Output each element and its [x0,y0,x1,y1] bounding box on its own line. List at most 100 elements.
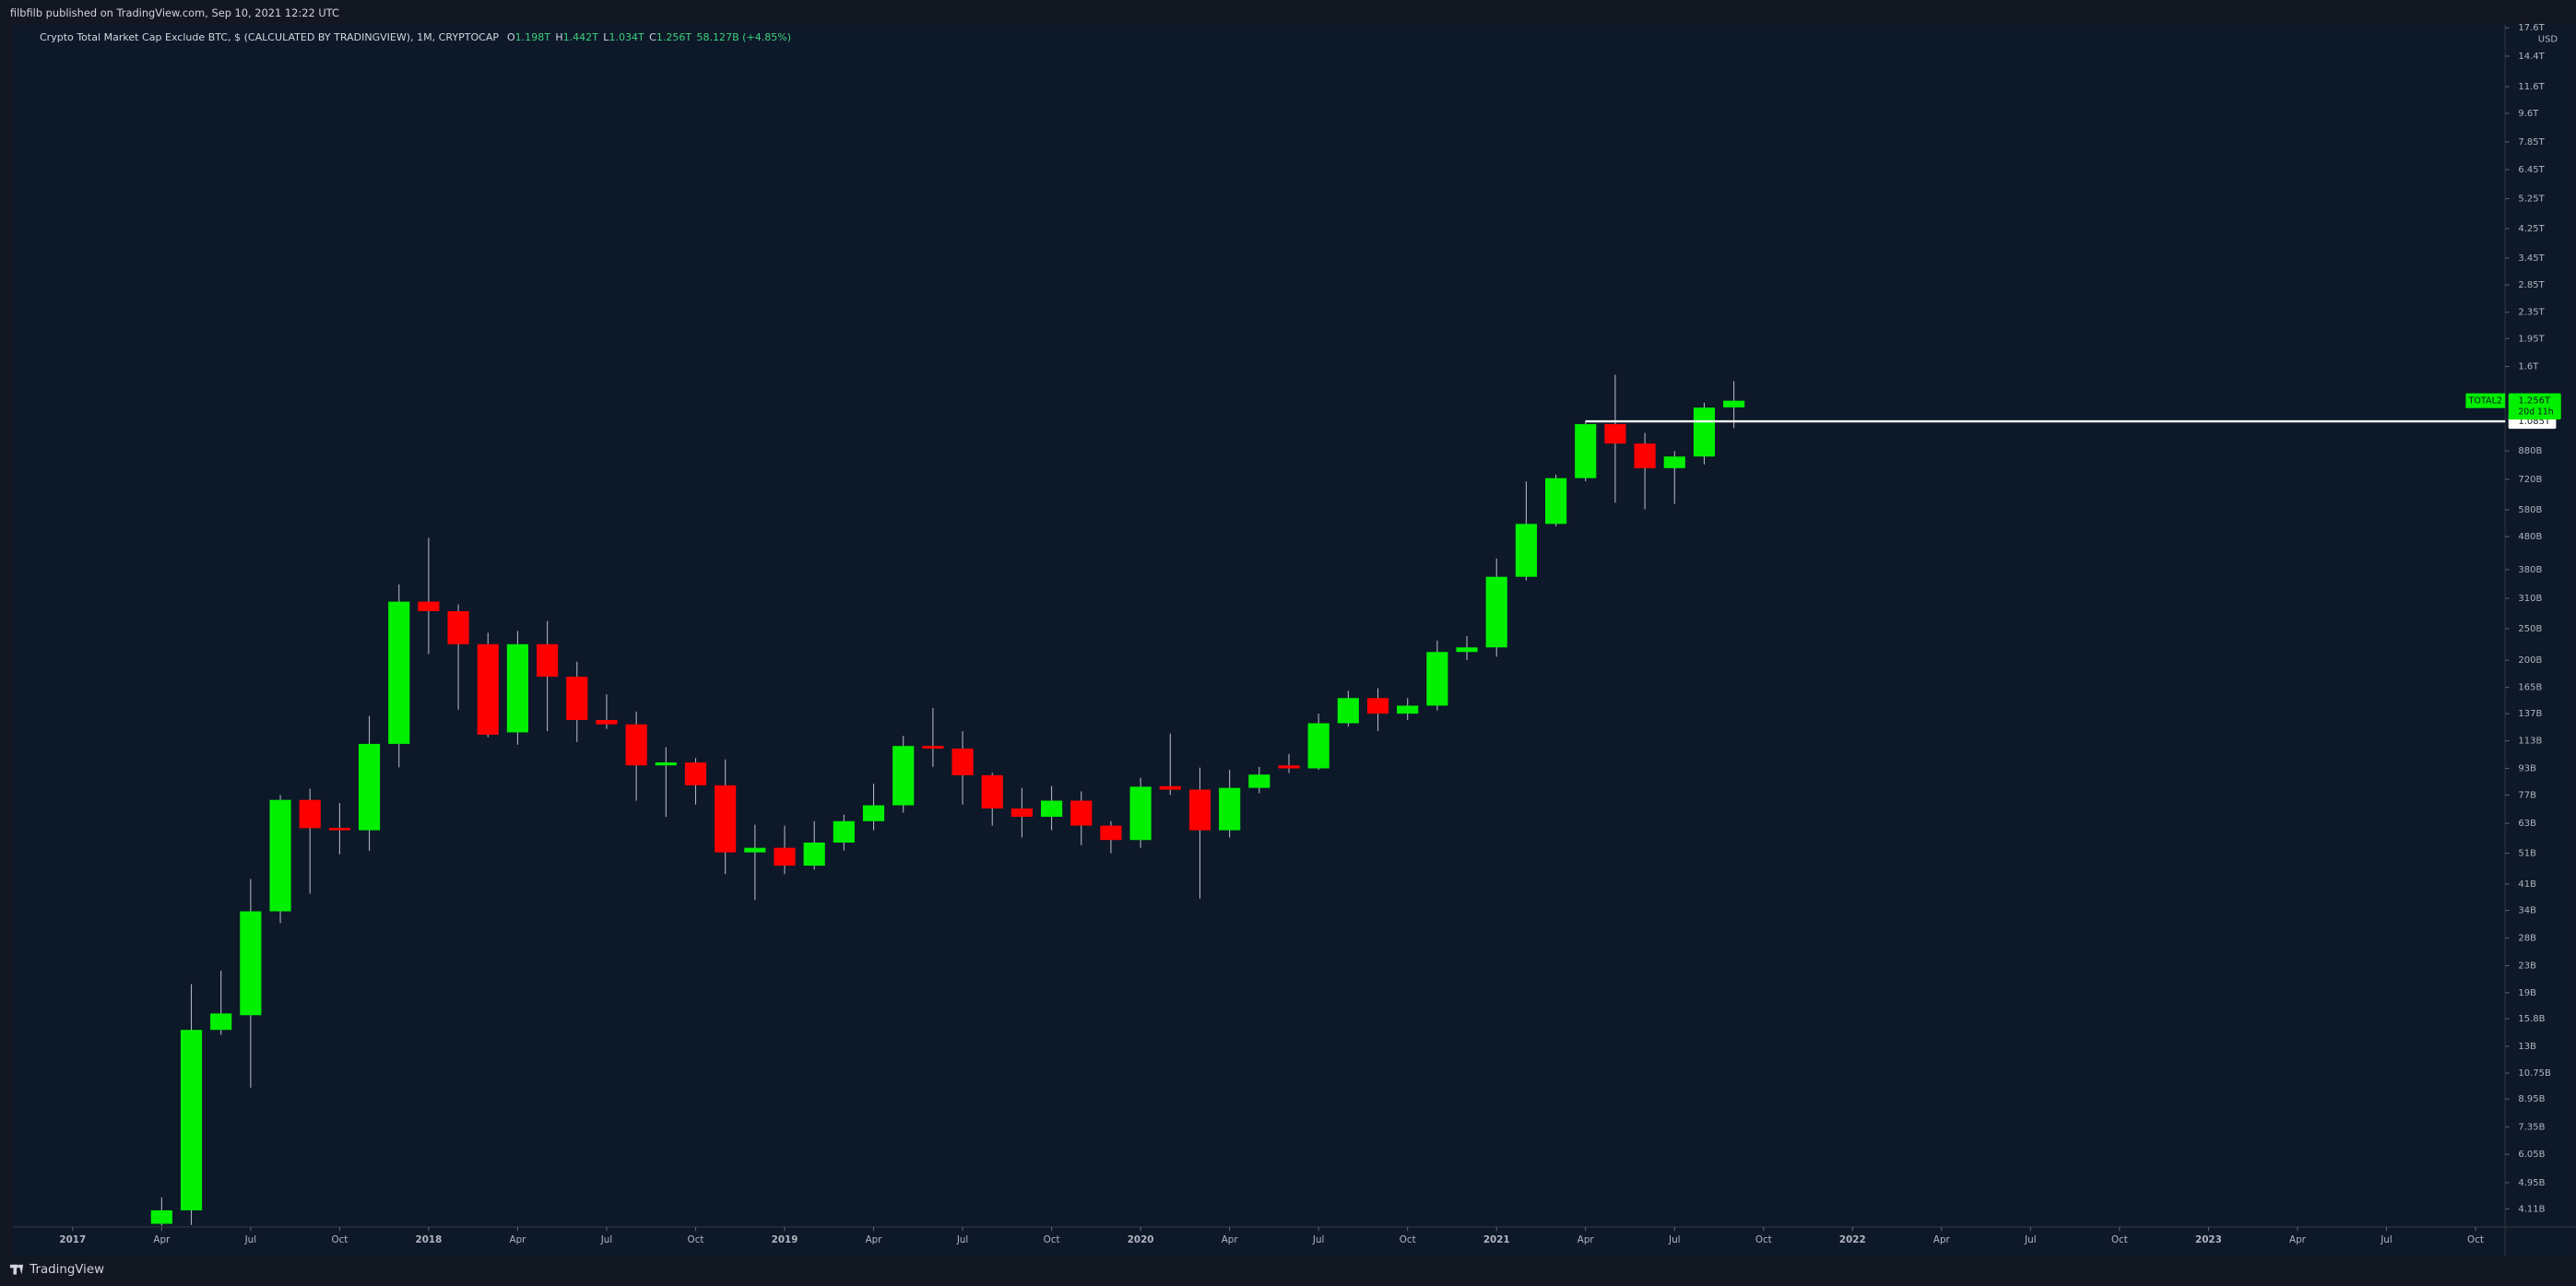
y-tick-label: 11.6T [2518,82,2545,92]
x-tick-label: 2017 [59,1234,86,1245]
candle-body [150,1209,172,1224]
y-tick-label: 250B [2518,624,2542,634]
x-tick-label: Oct [1755,1234,1772,1245]
brand-logo [9,1264,24,1275]
y-tick-label: 2.85T [2518,280,2545,290]
candle-body [1456,647,1478,653]
symbol-tag [2465,393,2506,408]
x-tick-label: Apr [1222,1234,1239,1245]
candle-body [358,743,381,831]
legend-change: 58.127B (+4.85%) [697,31,792,43]
candle-body [1604,424,1626,444]
candle-body [981,774,1003,809]
candle-body [951,749,974,775]
legend-key: C [649,31,656,43]
x-tick-label: Jul [600,1234,612,1245]
candle-body [803,842,825,867]
candle-body [1723,400,1745,407]
candle-body [506,643,529,733]
candle-body [1159,785,1181,790]
y-tick-label: 77B [2518,790,2536,800]
candle-body [1485,576,1507,648]
y-tick-label: 1.95T [2518,334,2545,344]
publisher-note: filbfilb published on TradingView.com, S… [10,6,339,19]
y-tick-label: 720B [2518,475,2542,485]
y-tick-label: 28B [2518,933,2536,943]
x-tick-label: Jul [2024,1234,2036,1245]
x-tick-label: Apr [1578,1234,1595,1245]
candle-body [328,828,350,831]
x-tick-label: 2023 [2195,1234,2222,1245]
candle-body [744,847,766,853]
candle-body [388,601,410,744]
legend-key: O [507,31,515,43]
y-tick-label: 7.35B [2518,1122,2545,1132]
y-tick-label: 6.05B [2518,1150,2545,1160]
y-tick-label: 4.95B [2518,1178,2545,1188]
candle-body [447,610,469,644]
y-unit: USD [2538,35,2558,45]
legend: Crypto Total Market Cap Exclude BTC, $ (… [40,31,791,43]
legend-key: L [603,31,609,43]
candle-body [1248,774,1270,788]
y-tick-label: 3.45T [2518,254,2545,264]
candle-body [862,805,885,821]
y-tick-label: 4.25T [2518,224,2545,234]
x-tick-label: 2022 [1839,1234,1866,1245]
x-tick-label: Apr [2289,1234,2307,1245]
y-tick-label: 15.8B [2518,1014,2545,1024]
x-tick-label: Apr [153,1234,171,1245]
candle-body [210,1013,232,1031]
candle-body [1188,789,1211,831]
candle-body [922,746,944,749]
brand-name: TradingView [29,1263,104,1277]
y-tick-label: 200B [2518,655,2542,666]
x-tick-label: Jul [1668,1234,1680,1245]
candle-body [684,762,707,785]
x-tick-label: Oct [2467,1234,2484,1245]
y-tick-label: 10.75B [2518,1068,2551,1079]
candle-body [1575,424,1597,478]
y-tick-label: 63B [2518,819,2536,829]
candle-body [1426,652,1448,706]
level-label: 1.085T [2518,417,2551,427]
x-tick-label: Apr [866,1234,883,1245]
legend-value: 1.442T [563,31,599,43]
countdown: 20d 11h [2518,407,2553,418]
x-tick-label: Oct [1044,1234,1060,1245]
y-tick-label: 8.95B [2518,1094,2545,1104]
candle-body [1693,407,1716,457]
candle-body [418,601,440,611]
candle-body [299,799,321,829]
candle-body [269,799,291,912]
x-tick-label: 2020 [1128,1234,1154,1245]
y-tick-label: 580B [2518,505,2542,515]
candle-body [1219,787,1241,831]
y-tick-label: 137B [2518,709,2542,719]
candles [150,374,1745,1226]
legend-value: 1.034T [609,31,644,43]
y-tick-label: 1.6T [2518,362,2539,372]
candle-body [1515,524,1537,577]
y-tick-label: 51B [2518,849,2536,859]
candle-body [537,643,559,678]
y-tick-label: 14.4T [2518,52,2545,62]
y-tick-label: 19B [2518,988,2536,998]
symbol-label: TOTAL2 [2467,396,2502,407]
candle-body [1337,698,1359,724]
candle-body [1129,786,1152,841]
last-price-label: 1.256T [2518,396,2551,407]
candle-body [477,643,499,736]
candle-body [1307,723,1329,769]
last-price-tag [2508,393,2561,420]
x-tick-label: Oct [688,1234,704,1245]
candle-body [1010,808,1034,818]
legend-value: 1.198T [515,31,551,43]
y-tick-label: 41B [2518,879,2536,890]
x-tick-label: Oct [331,1234,348,1245]
candle-body [774,847,796,867]
x-tick-label: Jul [2380,1234,2392,1245]
y-tick-label: 165B [2518,683,2542,693]
